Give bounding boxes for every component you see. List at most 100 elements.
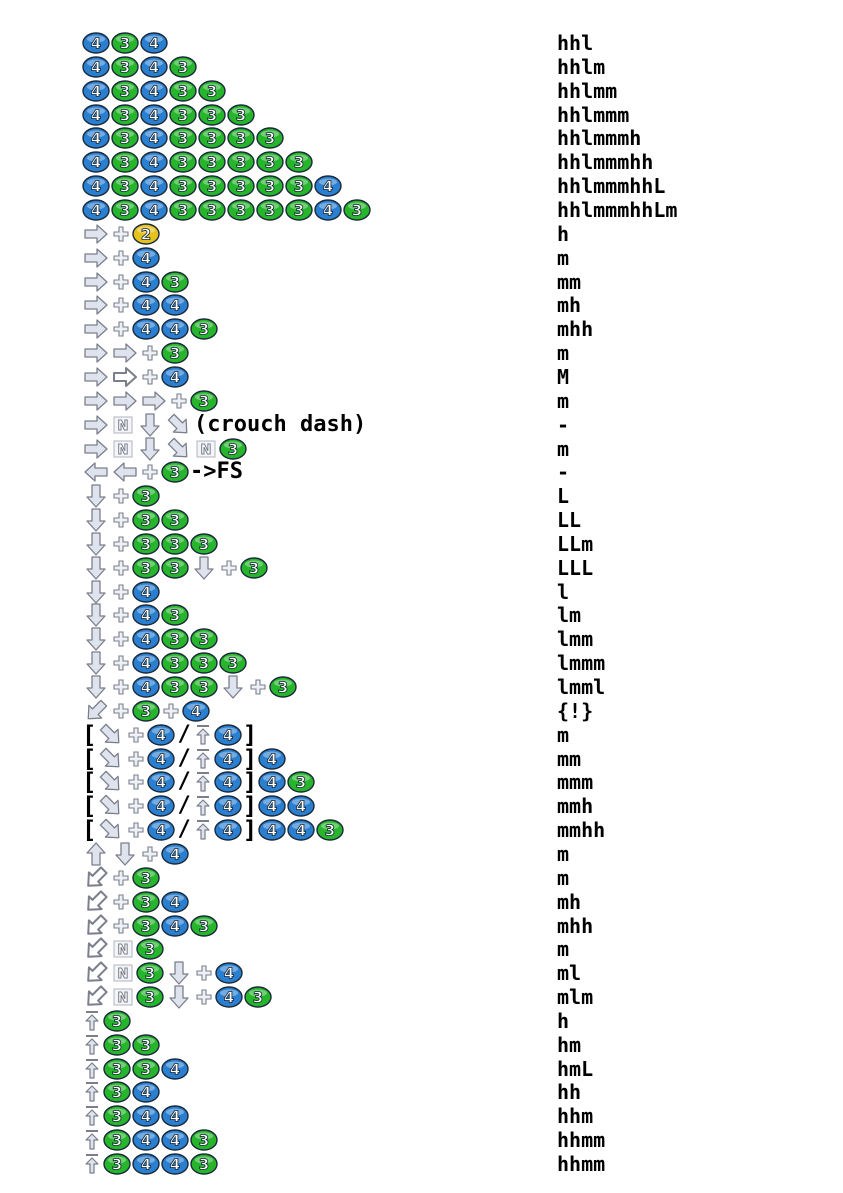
neutral-icon: N bbox=[111, 986, 135, 1008]
plus-icon bbox=[169, 390, 189, 412]
combo-notation: mlm bbox=[557, 985, 594, 1009]
combo-input-sequence: 3 4 4 3 bbox=[82, 1128, 218, 1152]
button-4-icon: 4 bbox=[132, 604, 160, 627]
combo-notation: hhl bbox=[557, 31, 594, 55]
button-4-icon: 4 bbox=[214, 819, 242, 841]
table-row: 3 4 4 3 hhmm bbox=[0, 1128, 843, 1152]
svg-text:4: 4 bbox=[296, 798, 306, 816]
svg-text:4: 4 bbox=[156, 726, 166, 744]
table-row: 3 4 mh bbox=[0, 890, 843, 914]
svg-text:3: 3 bbox=[236, 154, 246, 172]
svg-text:4: 4 bbox=[191, 702, 201, 720]
svg-text:3: 3 bbox=[145, 965, 155, 983]
table-row: 3 3 3 LLm bbox=[0, 532, 843, 556]
svg-text:3: 3 bbox=[112, 1036, 122, 1054]
table-row: 4 3 lm bbox=[0, 603, 843, 627]
button-3-icon: 3 bbox=[190, 533, 218, 555]
svg-text:3: 3 bbox=[170, 679, 180, 697]
button-4-icon: 4 bbox=[161, 890, 189, 913]
svg-text:4: 4 bbox=[141, 1132, 151, 1150]
right-arrow-icon bbox=[82, 341, 110, 365]
button-3-icon: 3 bbox=[111, 175, 139, 197]
plus-icon bbox=[111, 247, 131, 269]
button-3-icon: 3 bbox=[132, 485, 160, 507]
button-4-icon: 4 bbox=[82, 127, 110, 150]
combo-notation: hhm bbox=[557, 1104, 594, 1129]
svg-text:3: 3 bbox=[178, 202, 188, 220]
combo-notation: mhh bbox=[557, 913, 594, 938]
table-row: 3 3 hm bbox=[0, 1033, 843, 1057]
table-row: 3 3 3 LLL bbox=[0, 556, 843, 580]
down-right-arrow-icon bbox=[97, 818, 125, 842]
jump-arrow-icon bbox=[193, 723, 213, 747]
button-3-icon: 3 bbox=[111, 127, 139, 150]
svg-text:4: 4 bbox=[141, 1084, 151, 1102]
combo-notation: lmml bbox=[557, 675, 606, 699]
neutral-icon: N bbox=[111, 414, 135, 436]
button-3-icon: 3 bbox=[190, 628, 218, 650]
combo-input-sequence: [4 / 4] 4 3 bbox=[82, 770, 315, 794]
button-3-icon: 3 bbox=[169, 175, 197, 197]
svg-text:3: 3 bbox=[265, 130, 275, 148]
combo-input-sequence: 3 bbox=[82, 484, 160, 508]
bracket: [ bbox=[82, 768, 97, 797]
button-4-icon: 4 bbox=[258, 771, 286, 794]
svg-text:4: 4 bbox=[170, 1060, 180, 1078]
button-4-icon: 4 bbox=[82, 103, 110, 126]
svg-text:2: 2 bbox=[141, 225, 151, 243]
button-4-icon: 4 bbox=[287, 819, 315, 841]
button-3-icon: 3 bbox=[132, 700, 160, 722]
down-arrow-icon bbox=[111, 842, 139, 866]
table-row: 4 3 3 lmm bbox=[0, 627, 843, 651]
svg-text:4: 4 bbox=[141, 607, 151, 625]
combo-input-sequence: 3 bbox=[82, 389, 218, 413]
svg-text:3: 3 bbox=[236, 178, 246, 196]
svg-text:4: 4 bbox=[149, 35, 159, 53]
svg-text:3: 3 bbox=[170, 535, 180, 553]
button-3-icon: 3 bbox=[161, 509, 189, 531]
svg-text:3: 3 bbox=[120, 202, 130, 220]
combo-input-sequence: 4 4 3 bbox=[82, 317, 218, 341]
svg-text:3: 3 bbox=[120, 154, 130, 172]
svg-text:4: 4 bbox=[141, 249, 151, 267]
svg-text:3: 3 bbox=[112, 1012, 122, 1030]
svg-text:3: 3 bbox=[199, 655, 209, 673]
down-arrow-icon bbox=[82, 508, 110, 532]
combo-input-sequence: 3 3 3 bbox=[82, 556, 268, 580]
button-4-icon: 4 bbox=[215, 986, 243, 1008]
table-row: [4 / 4] 4 mm bbox=[0, 746, 843, 771]
button-3-icon: 3 bbox=[190, 1129, 218, 1151]
svg-text:3: 3 bbox=[141, 869, 151, 887]
button-3-icon: 3 bbox=[219, 437, 247, 460]
combo-input-sequence: [4 / 4] 4 4 bbox=[82, 794, 315, 818]
button-4-icon: 4 bbox=[182, 700, 210, 722]
table-row: 3 3 4 hmL bbox=[0, 1057, 843, 1081]
jump-arrow-icon bbox=[82, 1152, 102, 1176]
svg-text:3: 3 bbox=[141, 559, 151, 577]
button-4-icon: 4 bbox=[161, 1129, 189, 1151]
combo-input-sequence: 4 3 4 3 bbox=[82, 55, 197, 79]
combo-notation: hhmm bbox=[557, 1128, 606, 1153]
combo-notation: h bbox=[557, 221, 570, 246]
combo-notation: LLm bbox=[557, 531, 594, 556]
svg-text:3: 3 bbox=[112, 1108, 122, 1126]
down-arrow-icon bbox=[136, 412, 164, 437]
table-row: 4 3 4 3 3 3 3 hhlmmmh bbox=[0, 126, 843, 150]
down-arrow-icon bbox=[82, 579, 110, 604]
right-arrow-icon bbox=[82, 389, 110, 413]
slash: / bbox=[177, 793, 191, 819]
button-4-icon: 4 bbox=[161, 294, 189, 317]
button-4-icon: 4 bbox=[161, 914, 189, 937]
combo-notation: hhlmmmhhL bbox=[557, 174, 666, 199]
down-right-arrow-icon bbox=[97, 723, 125, 747]
svg-text:4: 4 bbox=[170, 917, 180, 935]
svg-text:4: 4 bbox=[149, 130, 159, 148]
svg-text:3: 3 bbox=[170, 345, 180, 363]
svg-text:4: 4 bbox=[141, 321, 151, 339]
svg-text:3: 3 bbox=[145, 989, 155, 1007]
plus-icon bbox=[111, 533, 131, 555]
